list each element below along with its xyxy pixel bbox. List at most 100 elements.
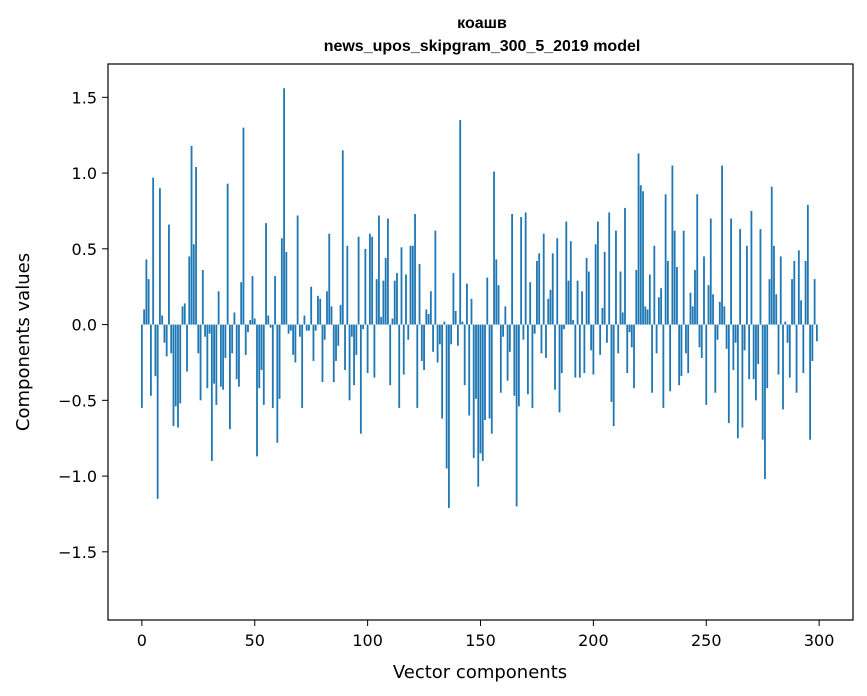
bar-293 xyxy=(802,324,805,374)
bar-65 xyxy=(287,324,290,334)
bar-40 xyxy=(231,324,234,354)
bar-272 xyxy=(755,324,757,401)
bar-298 xyxy=(813,279,816,325)
bar-179 xyxy=(545,324,547,358)
bar-143 xyxy=(463,324,466,386)
bar-53 xyxy=(260,324,263,371)
bar-109 xyxy=(387,218,389,325)
bar-195 xyxy=(581,291,583,325)
bar-23 xyxy=(192,244,195,325)
bar-248 xyxy=(700,324,703,358)
bar-207 xyxy=(608,212,611,325)
bar-76 xyxy=(312,324,315,361)
bar-112 xyxy=(393,280,396,325)
bar-250 xyxy=(705,324,708,405)
bar-118 xyxy=(407,324,410,340)
x-tick-label: 250 xyxy=(691,631,722,650)
bar-260 xyxy=(727,324,730,424)
bar-204 xyxy=(601,307,604,325)
bar-181 xyxy=(549,289,552,325)
bar-159 xyxy=(499,324,502,393)
bar-266 xyxy=(741,324,744,428)
bar-193 xyxy=(576,280,579,325)
bar-91 xyxy=(346,245,349,325)
bar-227 xyxy=(653,245,656,325)
bar-230 xyxy=(660,288,663,325)
bar-167 xyxy=(517,324,520,407)
bar-216 xyxy=(628,324,631,333)
bar-83 xyxy=(328,233,331,325)
bar-294 xyxy=(804,260,807,325)
bar-217 xyxy=(630,324,633,348)
bar-77 xyxy=(314,324,317,331)
bar-55 xyxy=(265,223,267,325)
chart-title-line2: news_upos_skipgram_300_5_2019 model xyxy=(324,38,641,55)
bar-24 xyxy=(195,167,197,325)
bar-286 xyxy=(786,324,789,343)
bar-63 xyxy=(283,88,285,325)
bar-16 xyxy=(177,324,179,428)
bar-62 xyxy=(280,238,283,325)
bar-29 xyxy=(206,324,209,389)
bar-276 xyxy=(764,324,766,480)
bar-185 xyxy=(558,324,561,413)
bar-54 xyxy=(262,324,265,405)
bar-140 xyxy=(457,324,459,346)
bar-211 xyxy=(617,324,620,354)
bar-224 xyxy=(646,309,649,325)
bar-73 xyxy=(305,324,308,331)
x-tick-label: 50 xyxy=(245,631,265,650)
bar-290 xyxy=(795,324,798,393)
bar-148 xyxy=(475,324,477,399)
bar-281 xyxy=(775,294,778,325)
bar-6 xyxy=(154,324,157,377)
bar-232 xyxy=(664,194,667,325)
bar-283 xyxy=(779,256,782,325)
bar-51 xyxy=(256,324,258,457)
bar-84 xyxy=(330,306,333,325)
y-tick-label: −1.5 xyxy=(58,543,97,562)
bar-259 xyxy=(725,324,728,349)
bar-273 xyxy=(757,324,760,364)
bar-79 xyxy=(319,298,322,325)
bar-96 xyxy=(357,236,360,325)
bar-299 xyxy=(815,324,818,342)
bar-38 xyxy=(226,183,229,325)
bar-280 xyxy=(773,245,775,325)
bar-146 xyxy=(470,298,473,325)
bar-142 xyxy=(461,321,464,325)
bar-295 xyxy=(806,204,809,325)
bar-19 xyxy=(183,303,186,325)
bar-176 xyxy=(538,253,541,325)
bar-199 xyxy=(590,324,593,351)
bar-98 xyxy=(362,324,365,330)
bar-151 xyxy=(481,324,484,461)
bar-44 xyxy=(240,282,243,325)
bar-222 xyxy=(642,191,644,325)
chart-title-line1: коашв xyxy=(457,15,507,32)
bar-252 xyxy=(709,218,712,325)
bars-group xyxy=(140,88,818,508)
bar-102 xyxy=(371,236,374,325)
bar-214 xyxy=(624,207,626,325)
bar-234 xyxy=(669,324,672,392)
bar-284 xyxy=(782,324,784,410)
bar-138 xyxy=(452,273,455,325)
bar-121 xyxy=(414,213,416,325)
bar-242 xyxy=(687,324,690,374)
bar-127 xyxy=(427,313,430,325)
bar-15 xyxy=(174,324,177,407)
bar-263 xyxy=(734,324,737,343)
bar-3 xyxy=(147,279,150,325)
bar-101 xyxy=(368,233,371,325)
bar-25 xyxy=(197,324,200,354)
bar-30 xyxy=(208,324,211,334)
bar-261 xyxy=(730,218,732,325)
bar-106 xyxy=(380,317,383,325)
bar-70 xyxy=(298,324,301,337)
bar-131 xyxy=(436,324,439,363)
bar-285 xyxy=(784,321,787,325)
bar-238 xyxy=(678,324,681,386)
bar-105 xyxy=(378,215,380,325)
